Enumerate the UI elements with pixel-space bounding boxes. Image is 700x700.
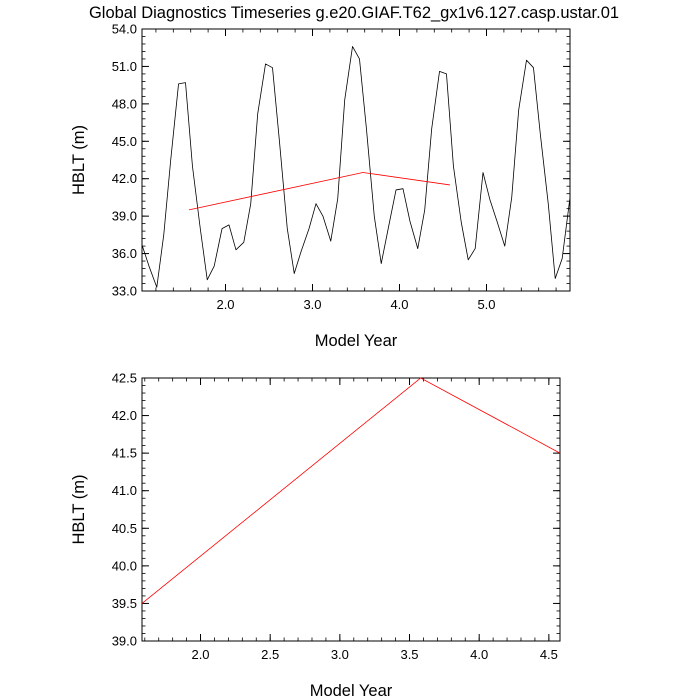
plot-frame xyxy=(141,28,571,292)
timeseries-line xyxy=(141,46,571,288)
y-tick-label: 40.5 xyxy=(112,521,137,536)
mean-series-line xyxy=(188,172,451,211)
x-axis-label: Model Year xyxy=(315,332,398,350)
y-tick-label: 33.0 xyxy=(112,284,137,299)
y-tick-label: 54.0 xyxy=(112,22,137,37)
x-tick-label: 5.0 xyxy=(477,297,495,312)
y-tick-label: 51.0 xyxy=(112,59,137,74)
y-axis-label: HBLT (m) xyxy=(70,125,88,195)
x-tick-label: 2.0 xyxy=(216,297,234,312)
x-tick-label: 3.0 xyxy=(303,297,321,312)
y-tick-label: 40.0 xyxy=(112,558,137,573)
bottom-mean-panel: 2.0 2.5 3.0 3.5 4.0 4.5 39.0 39.5 40.0 40.5 41.0 41… xyxy=(70,371,561,700)
x-tick-label: 4.0 xyxy=(470,647,488,662)
y-tick-label: 36.0 xyxy=(112,246,137,261)
y-tick-label: 42.5 xyxy=(112,371,137,386)
y-tick-label: 39.0 xyxy=(112,209,137,224)
y-tick-label: 39.5 xyxy=(112,596,137,611)
figure-title: Global Diagnostics Timeseries g.e20.GIAF… xyxy=(89,4,619,22)
y-tick-label: 41.0 xyxy=(112,483,137,498)
x-tick-label: 2.0 xyxy=(191,647,209,662)
y-axis-label: HBLT (m) xyxy=(70,475,88,545)
y-tick-label: 42.0 xyxy=(112,408,137,423)
y-tick-label: 48.0 xyxy=(112,96,137,111)
mean-series-line xyxy=(141,377,561,604)
x-tick-label: 3.5 xyxy=(400,647,418,662)
x-axis-label: Model Year xyxy=(310,682,393,700)
y-tick-label: 41.5 xyxy=(112,446,137,461)
x-tick-label: 4.5 xyxy=(540,647,558,662)
x-tick-label: 2.5 xyxy=(261,647,279,662)
x-tick-label: 3.0 xyxy=(331,647,349,662)
plot-frame xyxy=(141,377,561,642)
top-timeseries-panel: 2.0 3.0 4.0 5.0 33.0 36.0 39.0 42.0 45.0 48.0 51.0… xyxy=(70,22,571,350)
y-tick-label: 39.0 xyxy=(112,634,137,649)
y-tick-label: 45.0 xyxy=(112,134,137,149)
y-tick-label: 42.0 xyxy=(112,171,137,186)
x-tick-label: 4.0 xyxy=(390,297,408,312)
